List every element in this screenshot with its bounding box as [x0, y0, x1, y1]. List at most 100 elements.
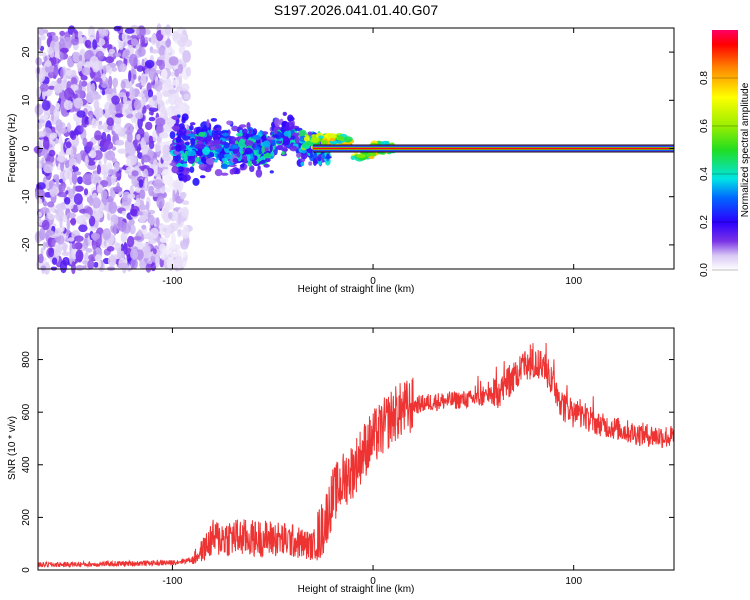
spectrogram-speckle — [148, 116, 156, 122]
spectrogram-speckle — [86, 141, 94, 148]
spectrogram-speckle — [113, 25, 122, 32]
spectrogram-speckle — [53, 84, 63, 94]
spectrogram-y-label: Frequency (Hz) — [7, 114, 18, 183]
spectrogram-speckle — [84, 116, 90, 125]
spectrogram-speckle — [136, 65, 144, 72]
spectrogram-cluster — [243, 157, 247, 163]
spectrogram-speckle — [89, 173, 100, 184]
spectrogram-y-ticks: -20 -10 0 10 20 — [21, 46, 674, 252]
spectrogram-speckle — [114, 139, 125, 146]
spectrogram-speckle — [121, 31, 128, 43]
spectrogram-speckle — [145, 248, 150, 259]
snr-y-label: SNR (10 * v/v) — [7, 416, 18, 480]
spectrogram-speckle — [65, 160, 70, 169]
spectrogram-speckle — [117, 247, 122, 259]
spectrogram-cluster — [182, 135, 187, 140]
spectrogram-speckle — [68, 155, 75, 167]
spectrogram-cluster — [175, 144, 182, 152]
spectrogram-speckle — [66, 218, 71, 232]
spectrogram-speckle — [181, 228, 190, 239]
spectrogram-speckle — [130, 208, 138, 216]
spectrogram-speckle — [162, 90, 170, 98]
spectrogram-cluster — [196, 136, 202, 140]
spectrogram-speckle — [54, 227, 62, 237]
spectrogram-cluster — [236, 132, 243, 137]
spectrogram-speckle — [63, 78, 68, 84]
spectrogram-speckle — [168, 56, 179, 66]
spectrogram-speckle — [74, 185, 84, 192]
spectrogram-speckle — [166, 257, 175, 270]
spectrogram-speckle — [158, 46, 165, 56]
spectrogram-speckle — [45, 179, 50, 190]
spectrogram-cluster — [169, 162, 176, 166]
snr-y-tick-label: 200 — [21, 509, 32, 526]
spectrogram-speckle — [77, 176, 83, 185]
spectrogram-speckle — [159, 237, 169, 243]
spectrogram-speckle — [112, 77, 118, 88]
spectrogram-speckle — [126, 131, 133, 143]
spectrogram-speckle — [126, 235, 135, 248]
spectrogram-speckle — [89, 150, 97, 159]
spectrogram-x-tick-label: 0 — [370, 276, 376, 287]
spectrogram-speckle — [112, 123, 122, 134]
spectrogram-cluster — [220, 172, 229, 176]
spectrogram-speckle — [46, 230, 55, 236]
spectrogram-speckle — [94, 130, 102, 141]
spectrogram-speckle — [141, 58, 145, 68]
spectrogram-cluster — [181, 116, 186, 124]
spectrogram-speckle — [171, 210, 179, 222]
spectrogram-speckle — [59, 50, 64, 61]
spectrogram-speckle — [137, 47, 146, 57]
spectrogram-speckle — [36, 182, 46, 190]
spectrogram-cluster — [196, 141, 204, 145]
spectrogram-transition — [304, 135, 310, 143]
spectrogram-speckle — [170, 105, 180, 111]
spectrogram-speckle — [155, 117, 166, 127]
snr-x-label: Height of straight line (km) — [298, 584, 415, 595]
spectrogram-speckle — [64, 87, 74, 101]
spectrogram-cluster — [220, 163, 228, 169]
spectrogram-transition — [336, 140, 342, 144]
spectrogram-speckle — [171, 79, 180, 86]
spectrogram-speckle — [141, 224, 147, 230]
spectrogram-speckle — [91, 118, 97, 129]
spectrogram-cluster — [221, 157, 229, 162]
colorbar-tick-label: 0.6 — [699, 119, 710, 133]
spectrogram-speckle — [140, 74, 147, 87]
spectrogram-speckle — [62, 48, 68, 54]
spectrogram-speckle — [94, 254, 102, 262]
spectrogram-speckle — [138, 92, 145, 98]
spectrogram-speckle — [34, 103, 44, 116]
spectrogram-y-tick-label: -10 — [21, 189, 32, 204]
spectrogram-speckle — [178, 63, 184, 74]
spectrogram-speckle — [98, 120, 103, 126]
colorbar-tick-label: 0.0 — [699, 263, 710, 277]
spectrogram-speckle — [123, 123, 134, 135]
spectrogram-speckle — [100, 76, 109, 89]
spectrogram-speckle — [93, 99, 100, 110]
spectrogram-speckle — [129, 86, 136, 100]
spectrogram-y-tick-label: 0 — [21, 145, 32, 151]
spectrogram-cluster — [232, 158, 239, 163]
spectrogram-speckle — [182, 29, 187, 36]
spectrogram-cluster — [239, 163, 246, 168]
spectrogram-cluster — [176, 135, 182, 143]
spectrogram-speckle — [177, 229, 182, 237]
spectrogram-cluster — [214, 169, 223, 177]
spectrogram-speckle — [153, 164, 158, 177]
spectrogram-speckle — [114, 52, 122, 58]
spectrogram-speckle — [172, 181, 181, 188]
spectrogram-cluster — [177, 166, 184, 173]
spectrogram-speckle — [41, 100, 51, 111]
spectrogram-speckle — [98, 208, 104, 218]
spectrogram-cluster — [190, 137, 196, 147]
spectrogram-transition — [343, 136, 353, 143]
spectrogram-cluster — [210, 118, 218, 122]
spectrogram-cluster — [307, 131, 313, 137]
spectrogram-speckle — [81, 213, 91, 221]
spectrogram-speckle — [74, 242, 83, 250]
spectrogram-cluster — [273, 126, 278, 135]
spectrogram-speckle — [163, 174, 173, 186]
spectrogram-speckle — [51, 239, 56, 248]
